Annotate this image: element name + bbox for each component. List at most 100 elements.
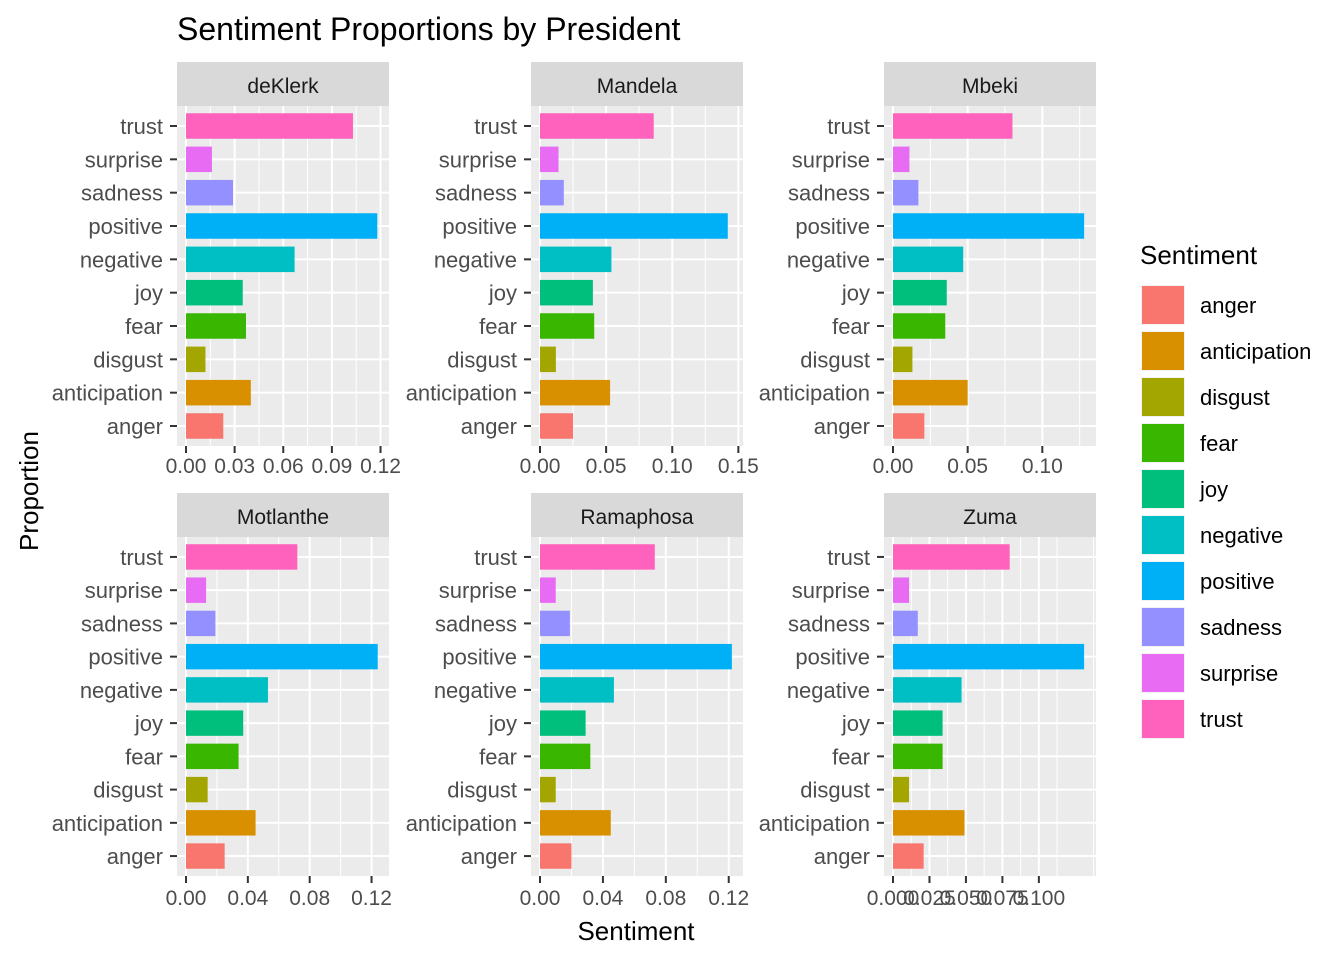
y-tick-label: anticipation bbox=[52, 811, 163, 836]
facet-strip-label: Ramaphosa bbox=[580, 506, 694, 529]
bar-fear bbox=[893, 743, 943, 770]
y-tick-label: sadness bbox=[435, 611, 517, 636]
y-tick-label: positive bbox=[795, 645, 870, 670]
facet-strip bbox=[884, 62, 1096, 106]
bar-positive bbox=[540, 213, 728, 239]
bar-trust bbox=[186, 544, 298, 570]
panel-mandela: Mandela anger anticipation disgust fear joy ne… bbox=[406, 62, 759, 478]
y-tick-label: anticipation bbox=[759, 811, 870, 836]
y-tick-label: sadness bbox=[788, 181, 870, 206]
bar-fear bbox=[186, 313, 246, 339]
bar-positive bbox=[893, 643, 1085, 670]
legend-key-negative bbox=[1142, 516, 1184, 554]
x-tick-label: 0.04 bbox=[227, 887, 268, 910]
legend: Sentiment anger anticipation disgust fear jo… bbox=[1140, 240, 1311, 739]
y-tick-label: surprise bbox=[85, 578, 163, 603]
legend-key-disgust bbox=[1142, 378, 1184, 416]
facet-strip-label: Mbeki bbox=[962, 75, 1018, 98]
legend-title: Sentiment bbox=[1140, 240, 1258, 270]
x-tick-label: 0.00 bbox=[166, 887, 207, 910]
x-tick-label: 0.00 bbox=[520, 887, 561, 910]
x-tick-label: 0.06 bbox=[263, 455, 304, 478]
bar-surprise bbox=[893, 146, 910, 173]
bar-anticipation bbox=[540, 810, 611, 836]
legend-key-anticipation bbox=[1142, 332, 1184, 370]
bar-joy bbox=[540, 279, 593, 306]
x-tick-label: 0.09 bbox=[311, 455, 352, 478]
panel-motlanthe: Motlanthe anger anticipation disgust fear joy… bbox=[52, 493, 392, 910]
bar-positive bbox=[186, 213, 378, 239]
legend-label: sadness bbox=[1200, 615, 1282, 640]
facet-strip bbox=[531, 62, 743, 106]
bar-negative bbox=[186, 677, 268, 703]
bar-anger bbox=[540, 843, 572, 869]
y-tick-label: trust bbox=[474, 114, 517, 139]
bar-disgust bbox=[186, 346, 206, 373]
x-tick-label: 0.15 bbox=[718, 455, 759, 478]
panel-zuma: Zuma anger anticipation disgust fear joy negat… bbox=[759, 493, 1096, 910]
y-tick-label: surprise bbox=[85, 147, 163, 172]
y-tick-label: anger bbox=[461, 844, 517, 869]
y-tick-label: negative bbox=[787, 678, 870, 703]
y-tick-label: joy bbox=[841, 711, 870, 736]
bar-joy bbox=[540, 710, 586, 736]
legend-key-surprise bbox=[1142, 654, 1184, 692]
bar-positive bbox=[540, 643, 732, 670]
y-tick-label: disgust bbox=[447, 347, 517, 372]
bar-joy bbox=[893, 710, 943, 736]
facet-strip-label: Zuma bbox=[963, 506, 1017, 529]
x-tick-label: 0.05 bbox=[586, 455, 627, 478]
bar-anticipation bbox=[893, 810, 965, 836]
y-tick-label: sadness bbox=[81, 181, 163, 206]
y-tick-label: anger bbox=[461, 414, 517, 439]
x-tick-label: 0.000 bbox=[867, 887, 920, 910]
legend-label: surprise bbox=[1200, 661, 1278, 686]
y-tick-label: positive bbox=[795, 214, 870, 239]
bar-negative bbox=[186, 246, 295, 273]
y-tick-label: disgust bbox=[93, 347, 163, 372]
y-tick-label: anger bbox=[107, 844, 163, 869]
x-tick-label: 0.12 bbox=[351, 887, 392, 910]
y-tick-label: fear bbox=[479, 744, 517, 769]
y-tick-label: fear bbox=[125, 314, 163, 339]
bar-anger bbox=[540, 413, 574, 439]
x-tick-label: 0.100 bbox=[1013, 887, 1066, 910]
bar-sadness bbox=[893, 179, 919, 206]
y-tick-label: positive bbox=[88, 645, 163, 670]
y-tick-label: sadness bbox=[435, 181, 517, 206]
panel-mbeki: Mbeki anger anticipation disgust fear joy nega… bbox=[759, 62, 1096, 478]
y-tick-label: surprise bbox=[792, 147, 870, 172]
bar-sadness bbox=[540, 610, 570, 637]
panel-ramaphosa: Ramaphosa anger anticipation disgust fear joy… bbox=[406, 493, 749, 910]
bar-trust bbox=[186, 113, 353, 139]
y-tick-label: sadness bbox=[788, 611, 870, 636]
bar-anticipation bbox=[186, 810, 256, 836]
bar-trust bbox=[540, 113, 654, 139]
facet-strip-label: Motlanthe bbox=[237, 506, 329, 529]
legend-label: joy bbox=[1199, 477, 1228, 502]
bar-sadness bbox=[540, 179, 564, 206]
bar-disgust bbox=[186, 776, 208, 803]
y-tick-label: disgust bbox=[800, 778, 870, 803]
x-tick-label: 0.03 bbox=[214, 455, 255, 478]
legend-label: negative bbox=[1200, 523, 1283, 548]
y-tick-label: surprise bbox=[439, 578, 517, 603]
x-tick-label: 0.050 bbox=[940, 887, 993, 910]
bar-sadness bbox=[186, 610, 216, 637]
bar-disgust bbox=[893, 776, 910, 803]
y-tick-label: anticipation bbox=[759, 381, 870, 406]
legend-key-fear bbox=[1142, 424, 1184, 462]
legend-label: anticipation bbox=[1200, 339, 1311, 364]
x-tick-label: 0.10 bbox=[652, 455, 693, 478]
y-tick-label: sadness bbox=[81, 611, 163, 636]
chart-title: Sentiment Proportions by President bbox=[177, 11, 680, 47]
bar-surprise bbox=[186, 146, 212, 173]
y-tick-label: anticipation bbox=[406, 811, 517, 836]
legend-key-trust bbox=[1142, 700, 1184, 738]
facet-strip bbox=[531, 493, 743, 537]
bar-positive bbox=[186, 643, 378, 670]
bar-disgust bbox=[540, 776, 556, 803]
legend-key-joy bbox=[1142, 470, 1184, 508]
y-tick-label: anger bbox=[814, 844, 870, 869]
